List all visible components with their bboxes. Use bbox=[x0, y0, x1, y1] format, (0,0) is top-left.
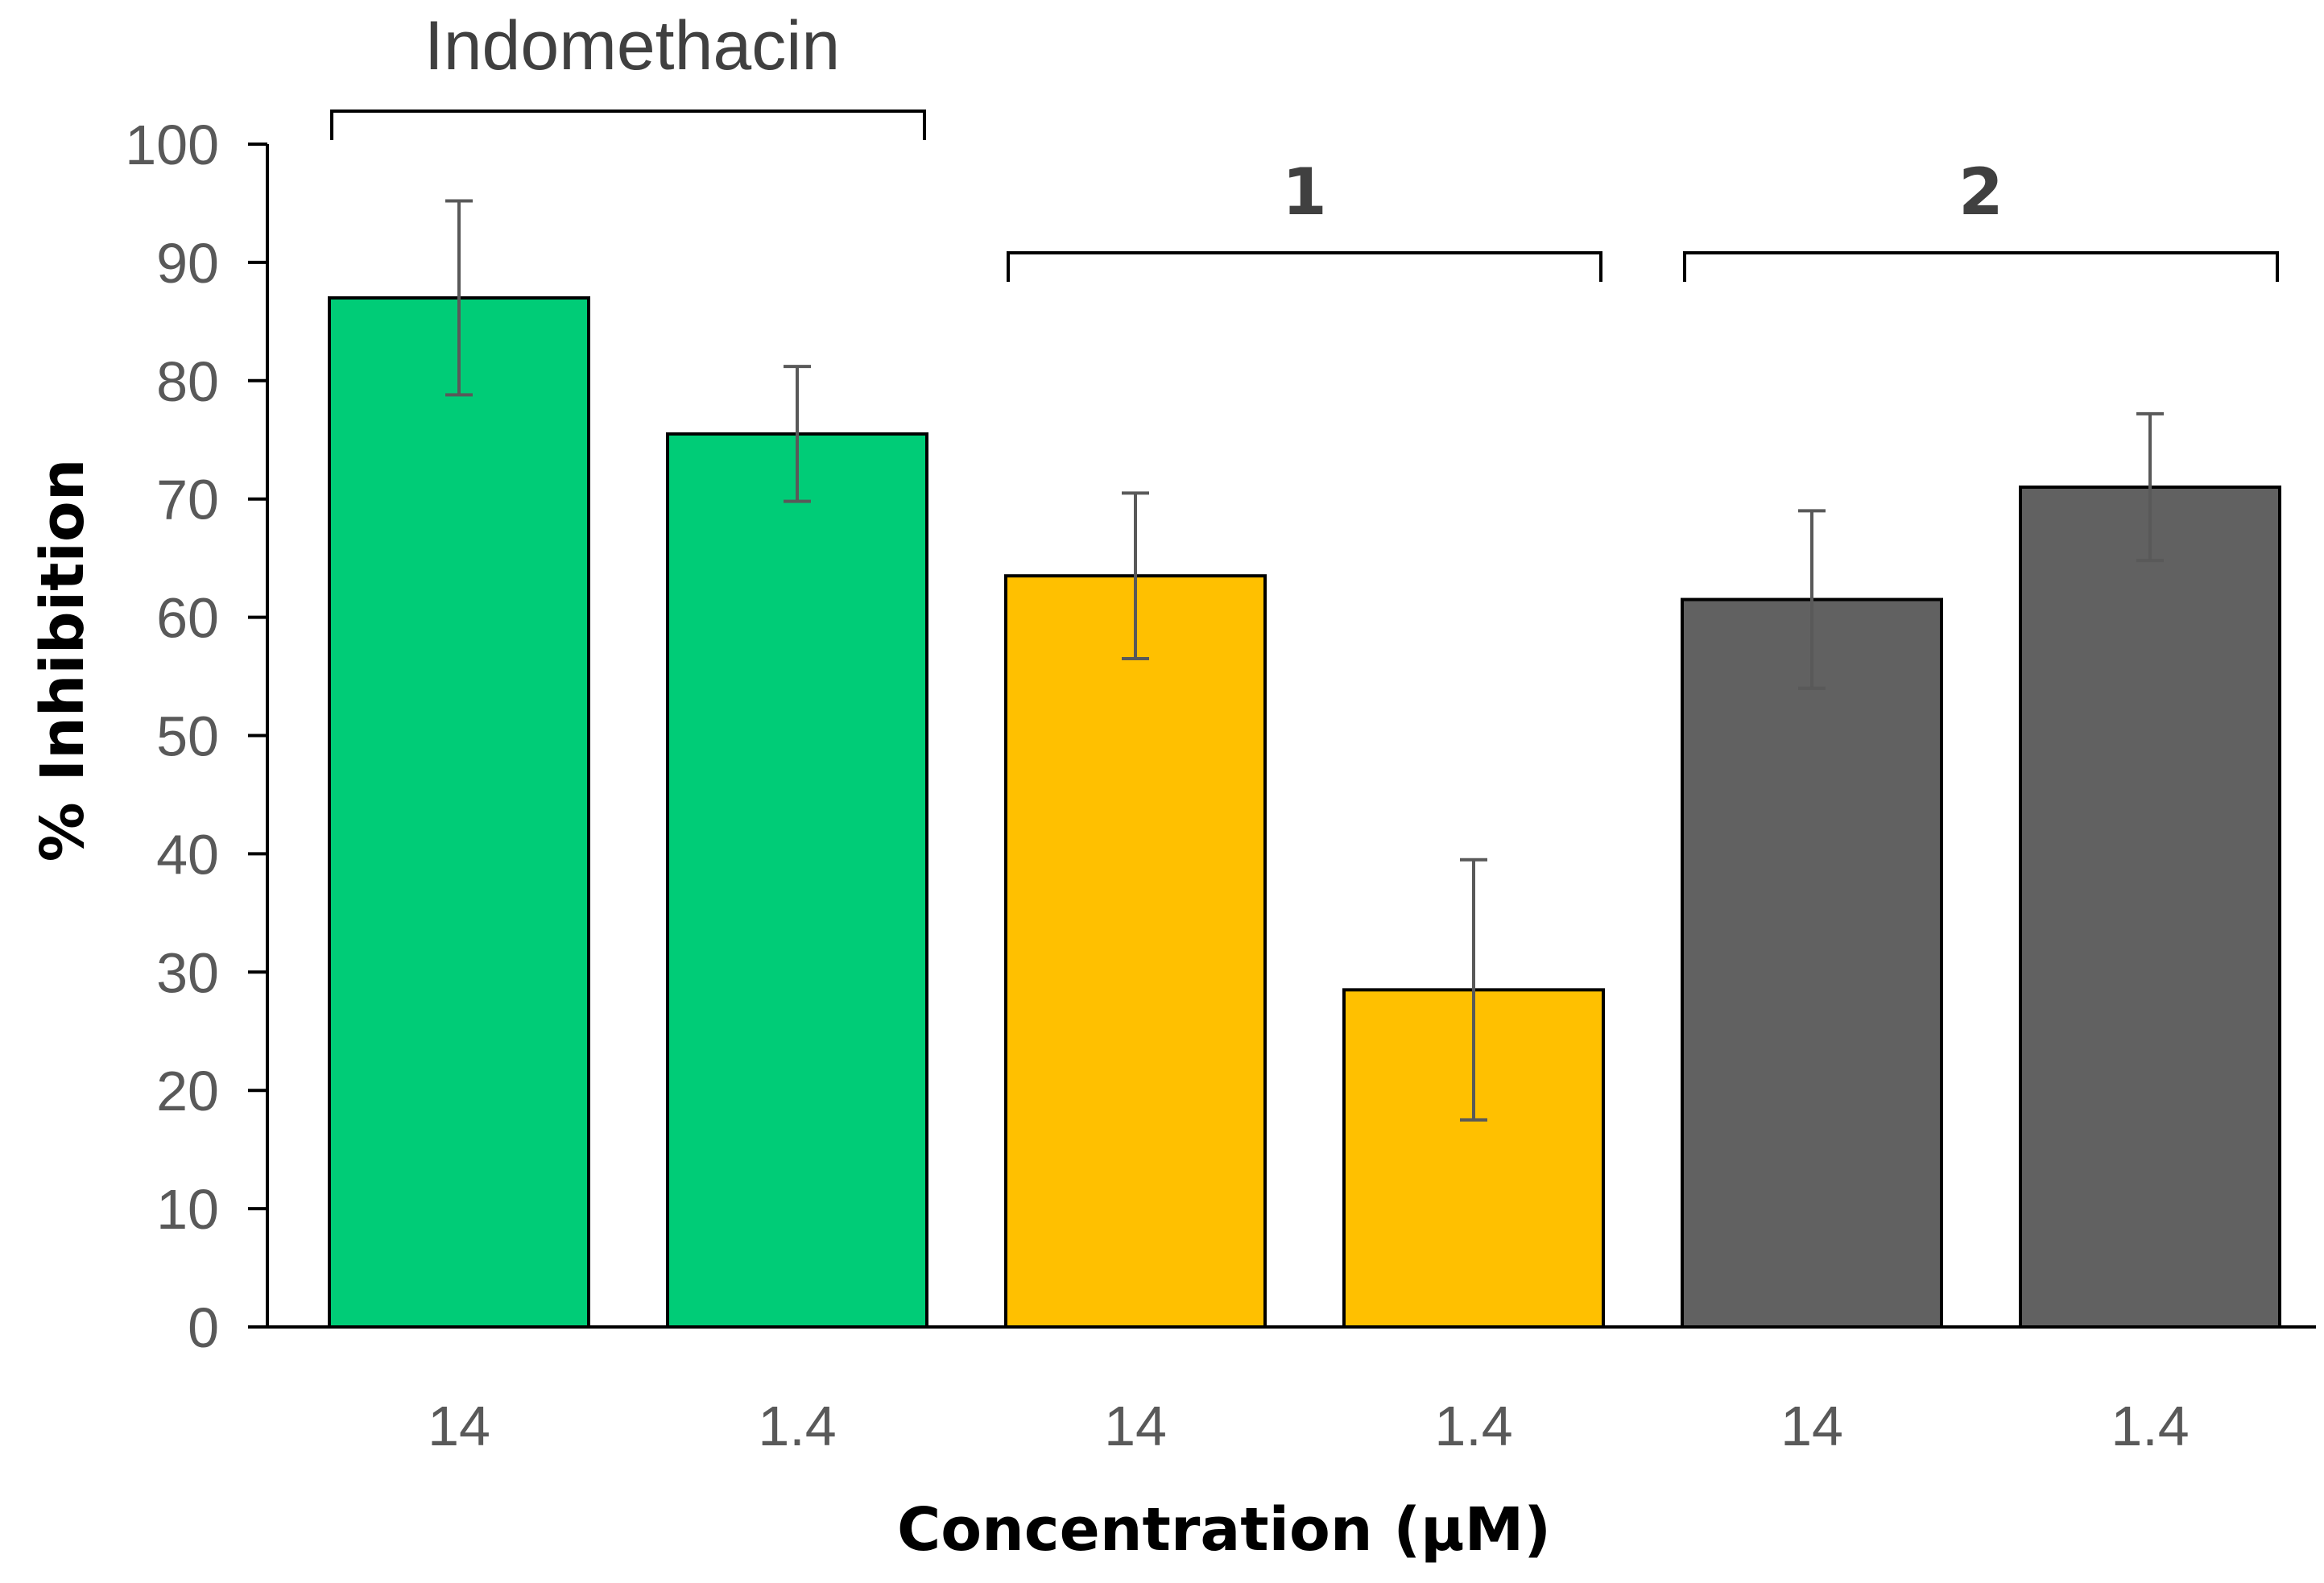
x-tick-label: 1.4 bbox=[2111, 1395, 2189, 1457]
y-tick-label: 60 bbox=[156, 587, 219, 650]
plot-area bbox=[328, 199, 2281, 1329]
error-bar bbox=[1798, 509, 1826, 690]
y-tick-label: 70 bbox=[156, 469, 219, 531]
group-bracket bbox=[1007, 251, 1602, 282]
bar bbox=[1681, 597, 1943, 1329]
error-bar bbox=[784, 365, 811, 503]
y-tick-label: 0 bbox=[188, 1296, 219, 1359]
group-label: 2 bbox=[1958, 155, 2004, 229]
x-tick-label: 1.4 bbox=[1434, 1395, 1512, 1457]
x-tick-label: 14 bbox=[1104, 1395, 1167, 1457]
x-axis: 14 1.4 14 1.4 14 1.4 bbox=[267, 1325, 2316, 1457]
bar bbox=[666, 432, 928, 1329]
y-tick-label: 30 bbox=[156, 941, 219, 1004]
error-bar bbox=[2136, 411, 2164, 563]
x-axis-title: Concentration (µM) bbox=[897, 1495, 1551, 1564]
bar bbox=[328, 296, 590, 1329]
y-tick-label: 90 bbox=[156, 232, 219, 295]
y-axis-title: % Inhibition bbox=[28, 459, 97, 862]
group-label: 1 bbox=[1282, 155, 1327, 229]
bar bbox=[2019, 486, 2281, 1329]
x-tick-label: 14 bbox=[428, 1395, 490, 1457]
y-tick-label: 10 bbox=[156, 1178, 219, 1241]
y-tick-label: 40 bbox=[156, 823, 219, 886]
error-bar bbox=[1460, 858, 1487, 1122]
y-tick-label: 100 bbox=[125, 114, 219, 176]
group-label: Indomethacin bbox=[424, 7, 840, 85]
x-tick-label: 14 bbox=[1780, 1395, 1843, 1457]
group-bracket bbox=[330, 110, 926, 140]
y-tick-label: 50 bbox=[156, 705, 219, 768]
error-bar bbox=[1122, 491, 1149, 661]
bar bbox=[1004, 574, 1267, 1329]
error-bar bbox=[445, 199, 473, 397]
group-bracket bbox=[1683, 251, 2279, 282]
y-tick-label: 20 bbox=[156, 1060, 219, 1122]
x-tick-label: 1.4 bbox=[758, 1395, 836, 1457]
y-tick-label: 80 bbox=[156, 350, 219, 413]
group-annotations: Indomethacin 1 2 bbox=[330, 7, 2279, 282]
y-axis: 0 10 20 30 40 50 60 70 80 90 100 bbox=[125, 114, 269, 1359]
